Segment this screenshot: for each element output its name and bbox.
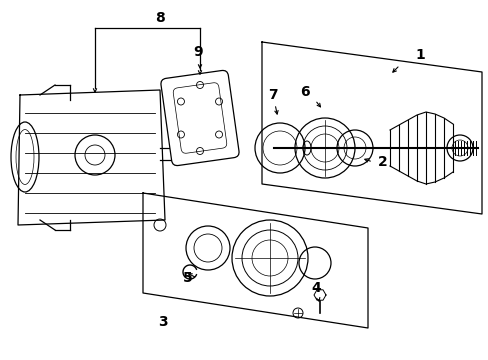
Text: 7: 7 <box>267 88 277 102</box>
Text: 5: 5 <box>183 271 192 285</box>
FancyBboxPatch shape <box>173 83 226 153</box>
Text: 9: 9 <box>193 45 203 59</box>
Text: 1: 1 <box>414 48 424 62</box>
Text: 6: 6 <box>300 85 309 99</box>
Text: 8: 8 <box>155 11 164 25</box>
Text: 4: 4 <box>310 281 320 295</box>
Text: 3: 3 <box>158 315 167 329</box>
FancyBboxPatch shape <box>161 71 239 166</box>
Text: 2: 2 <box>377 155 387 169</box>
